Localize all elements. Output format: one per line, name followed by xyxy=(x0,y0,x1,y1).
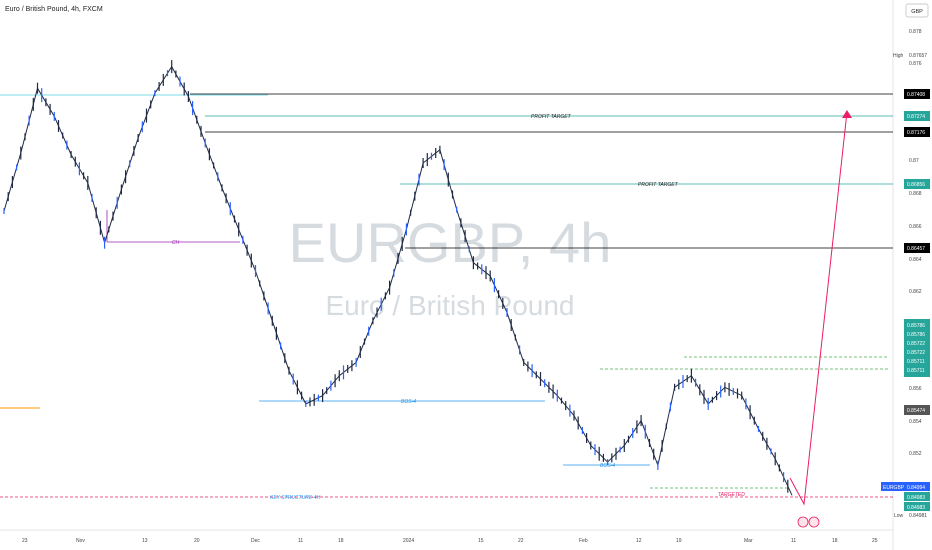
chart-title: Euro / British Pound, 4h, FXCM xyxy=(5,6,103,13)
price-tag: 0.87176 xyxy=(904,127,930,137)
bos-label: BOS-4 xyxy=(401,399,416,405)
price-tag: 0.86856 xyxy=(904,179,930,189)
time-tick: Dec xyxy=(251,538,260,544)
svg-text:0.85474: 0.85474 xyxy=(907,408,925,414)
low-label: Low xyxy=(894,513,904,519)
candles-group xyxy=(3,60,789,493)
time-tick: 18 xyxy=(338,538,344,544)
time-tick: Nov xyxy=(76,538,85,544)
price-tick: 0.866 xyxy=(909,224,922,230)
price-tag: 0.84983 xyxy=(904,502,930,511)
time-tick: 11 xyxy=(791,538,796,544)
choch-label: CH xyxy=(172,240,180,246)
svg-text:0.85711: 0.85711 xyxy=(907,368,925,374)
svg-text:0.84983: 0.84983 xyxy=(907,505,925,511)
price-tick: 0.878 xyxy=(909,29,922,35)
svg-text:0.85722: 0.85722 xyxy=(907,350,925,356)
time-tick: Feb xyxy=(579,538,588,544)
bos-label: BOS-4 xyxy=(600,463,615,469)
price-tag: 0.87408 xyxy=(904,89,930,99)
svg-text:0.87274: 0.87274 xyxy=(907,114,925,120)
time-tick: 23 xyxy=(22,538,28,544)
time-tick: 25 xyxy=(872,538,878,544)
time-tick: Mar xyxy=(744,538,753,544)
high-label: High xyxy=(893,53,904,59)
green-tag-stack: 0.85786 0.85786 0.85722 0.85722 0.85711 … xyxy=(904,319,930,377)
price-tick: 0.876 xyxy=(909,61,922,67)
price-tick: 0.864 xyxy=(909,257,922,263)
profit-target-label: PROFIT TARGET xyxy=(531,114,572,120)
time-tick: 18 xyxy=(832,538,838,544)
time-axis: 23 Nov 13 20 Dec 11 18 2024 15 22 Feb 12… xyxy=(22,538,878,544)
currency-button[interactable]: GBP xyxy=(905,3,929,18)
watermark-symbol: EURGBP, 4h xyxy=(289,211,612,274)
price-tick: 0.868 xyxy=(909,191,922,197)
svg-text:0.85722: 0.85722 xyxy=(907,341,925,347)
event-icon[interactable] xyxy=(797,516,809,528)
price-tag: 0.84983 xyxy=(904,492,930,501)
event-icons[interactable] xyxy=(797,516,820,528)
currency-label: GBP xyxy=(911,9,923,15)
price-tick: 0.87 xyxy=(909,158,919,164)
svg-text:0.86457: 0.86457 xyxy=(907,246,925,252)
profit-target-label: PROFIT TARGET xyxy=(638,182,679,188)
svg-text:0.84983: 0.84983 xyxy=(907,495,925,501)
time-tick: 19 xyxy=(676,538,682,544)
price-tag: 0.86457 xyxy=(904,243,930,253)
svg-text:0.84994: 0.84994 xyxy=(907,485,925,491)
price-tick: 0.862 xyxy=(909,289,922,295)
key-structure-label: KEY STRUCTURE-4H xyxy=(270,495,321,501)
event-icon[interactable] xyxy=(808,516,820,528)
low-value: 0.84981 xyxy=(909,513,927,519)
targeted-label: TARGETED xyxy=(718,492,745,498)
price-tick: 0.852 xyxy=(909,451,922,457)
price-tag: 0.87274 xyxy=(904,111,930,121)
watermark-name: Euro / British Pound xyxy=(325,290,574,321)
time-tick: 20 xyxy=(194,538,200,544)
price-axis: 0.878 0.876 0.87 0.868 0.866 0.864 0.862… xyxy=(893,29,927,519)
time-tick: 12 xyxy=(636,538,642,544)
price-tag: 0.85474 xyxy=(904,405,930,415)
price-tick: 0.854 xyxy=(909,419,922,425)
time-tick: 22 xyxy=(518,538,524,544)
arrowhead-icon xyxy=(842,110,852,118)
time-tick: 15 xyxy=(478,538,484,544)
time-tick: 13 xyxy=(142,538,148,544)
svg-text:0.85786: 0.85786 xyxy=(907,332,925,338)
projection-arrow[interactable] xyxy=(789,111,848,506)
svg-text:0.86856: 0.86856 xyxy=(907,182,925,188)
price-tags: 0.87408 0.87274 0.87176 0.86856 0.86457 … xyxy=(881,89,930,511)
time-tick: 11 xyxy=(298,538,303,544)
svg-text:0.85786: 0.85786 xyxy=(907,323,925,329)
svg-text:EURGBP: EURGBP xyxy=(883,485,905,491)
svg-text:0.85711: 0.85711 xyxy=(907,359,925,365)
time-tick: 2024 xyxy=(403,538,414,544)
price-tick: 0.856 xyxy=(909,386,922,392)
high-value: 0.87657 xyxy=(909,53,927,59)
svg-text:0.87176: 0.87176 xyxy=(907,130,925,136)
symbol-tag: EURGBP 0.84994 xyxy=(881,482,930,491)
svg-text:0.87408: 0.87408 xyxy=(907,92,925,98)
